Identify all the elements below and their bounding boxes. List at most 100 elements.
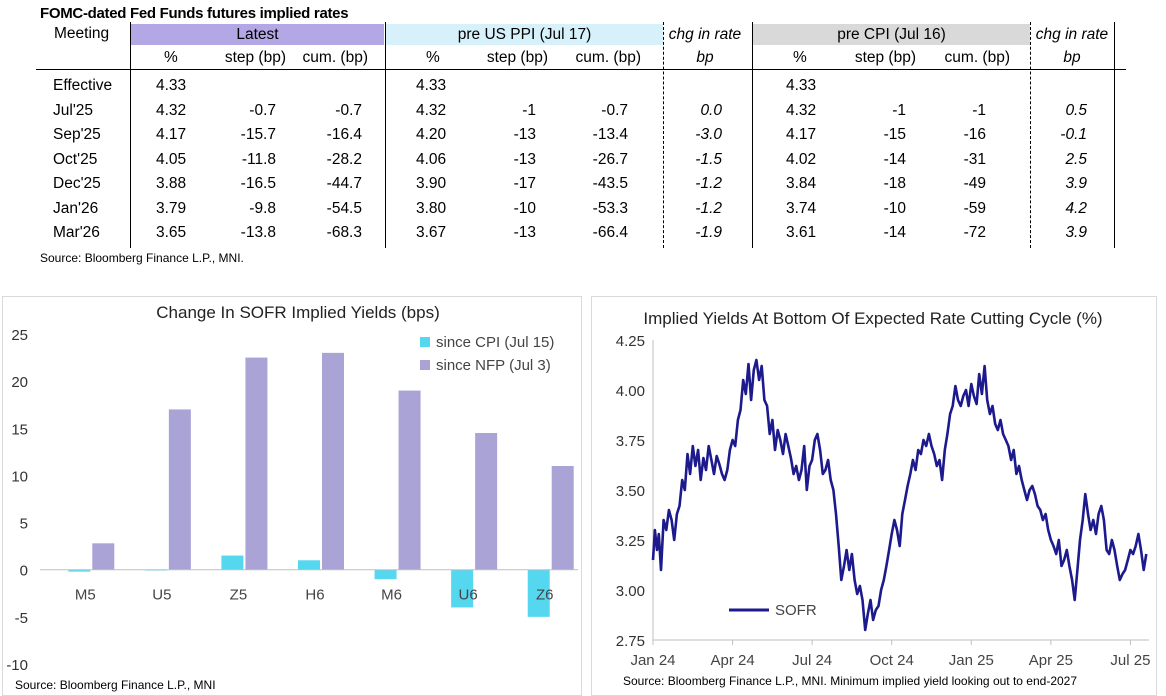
cell-latest-cum: -0.7 [335,101,362,119]
cell-chg2: -0.1 [1060,126,1087,143]
table-title: FOMC-dated Fed Funds futures implied rat… [40,5,349,22]
cell-ppi-pct: 4.32 [416,101,447,119]
cell-ppi-cum: -66.4 [592,224,628,241]
x-tick-label: H6 [305,587,324,604]
y-tick-label: 3.25 [616,533,645,550]
subheader-cpi-pct: % [793,49,807,66]
y-tick-label: 10 [11,468,28,485]
cell-chg1: -1.5 [695,150,722,168]
x-tick-label: Apr 24 [710,652,754,669]
cell-cpi-pct: 3.84 [786,175,817,192]
bar-since-nfp [168,409,191,570]
bar-since-cpi [298,560,320,570]
group-header-chg2-label: chg in rate [1035,26,1109,43]
legend-swatch [420,337,430,347]
cell-chg2: 3.9 [1065,175,1087,192]
subheader-cpi-step: step (bp) [854,49,916,66]
y-tick-label: 3.00 [616,583,645,600]
y-tick-label: -5 [15,610,28,627]
cell-latest-step [216,75,276,97]
cell-ppi-pct: 4.06 [416,150,447,168]
col-divider [752,22,753,248]
cell-latest-pct: 4.32 [156,101,187,119]
cell-meeting: Oct'25 [53,150,98,168]
cell-latest-cum: -16.4 [326,126,362,143]
subheader-ppi-step: step (bp) [486,49,548,66]
cell-chg1: -1.2 [695,175,722,192]
col-divider [385,22,386,248]
cell-latest-step: -11.8 [241,150,276,168]
cell-meeting: Effective [53,77,113,94]
cell-cpi-step [866,75,906,97]
bar-since-nfp [245,357,268,570]
x-tick-label: Jan 24 [630,652,675,669]
cell-latest-pct: 4.17 [156,126,187,143]
table-source: Source: Bloomberg Finance L.P., MNI. [40,251,244,265]
header-divider [36,69,1126,70]
cell-latest-step: -15.7 [240,126,276,143]
cell-cpi-step: -18 [883,175,906,192]
cell-cpi-pct: 3.74 [786,199,817,217]
bar-since-nfp [475,433,498,570]
x-tick-label: Oct 24 [870,652,914,669]
col-divider [663,22,664,248]
legend-label: since NFP (Jul 3) [436,357,551,374]
cell-chg1: -1.2 [695,199,722,217]
cell-ppi-pct: 4.20 [416,126,447,143]
cell-cpi-pct: 4.33 [786,77,817,94]
cell-cpi-cum: -59 [963,199,986,217]
subheader-latest-step: step (bp) [224,49,286,66]
y-tick-label: 15 [11,421,28,438]
cell-latest-step: -16.5 [240,175,276,192]
cell-latest-step: -9.8 [249,199,276,217]
cell-cpi-cum: -1 [972,101,986,119]
x-tick-label: Jul 24 [792,652,832,669]
cell-chg2: 2.5 [1065,150,1087,168]
y-tick-label: 2.75 [616,633,645,650]
group-header-chg2: chg in rate [1031,24,1113,45]
cell-ppi-cum: -0.7 [601,101,628,119]
group-header-latest-label: Latest [236,26,279,43]
cell-latest-cum: -44.7 [326,175,362,192]
cell-cpi-step: -10 [883,199,906,217]
cell-ppi-cum: -43.5 [592,175,628,192]
y-tick-label: 4.25 [616,333,645,350]
group-header-pre-cpi: pre CPI (Jul 16) [753,24,1030,45]
cell-ppi-step: -17 [513,175,536,192]
cell-cpi-step: -14 [883,224,906,241]
subheader-latest-pct: % [164,49,178,66]
line-chart-title: Implied Yields At Bottom Of Expected Rat… [643,309,1102,328]
col-divider [130,22,131,248]
cell-cpi-pct: 4.02 [786,150,817,168]
x-tick-label: M6 [381,587,402,604]
cell-latest-pct: 3.79 [156,199,187,217]
cell-chg1: 0.0 [700,101,722,119]
cell-ppi-pct: 3.67 [416,224,447,241]
y-tick-label: -10 [6,657,28,670]
sofr-line [651,358,1148,632]
x-tick-label: U5 [152,587,171,604]
cell-meeting: Jan'26 [53,199,99,217]
cell-meeting: Jul'25 [53,101,94,119]
x-tick-label: Jul 25 [1110,652,1150,669]
cell-ppi-pct: 3.90 [416,175,447,192]
legend-label: SOFR [775,602,817,619]
cell-cpi-step: -15 [883,126,906,143]
legend-swatch [420,360,430,370]
subheader-chg1-bp: bp [696,49,714,66]
cell-cpi-step: -14 [883,150,906,168]
cell-latest-pct: 4.05 [156,150,187,168]
col-divider [1114,22,1115,248]
col-divider [1030,22,1031,248]
cell-latest-cum [302,75,362,97]
y-tick-label: 5 [20,516,28,533]
legend-label: since CPI (Jul 15) [436,334,554,351]
group-header-latest: Latest [131,24,384,45]
x-tick-label: Jan 25 [949,652,994,669]
subheader-ppi-pct: % [426,49,440,66]
bar-chart: Change In SOFR Implied Yields (bps) -10 -5… [6,303,578,670]
bar-chart-source: Source: Bloomberg Finance L.P., MNI [15,678,216,692]
bar-since-cpi [68,569,91,572]
cell-ppi-step: -13 [513,126,536,143]
x-tick-label: M5 [75,587,96,604]
